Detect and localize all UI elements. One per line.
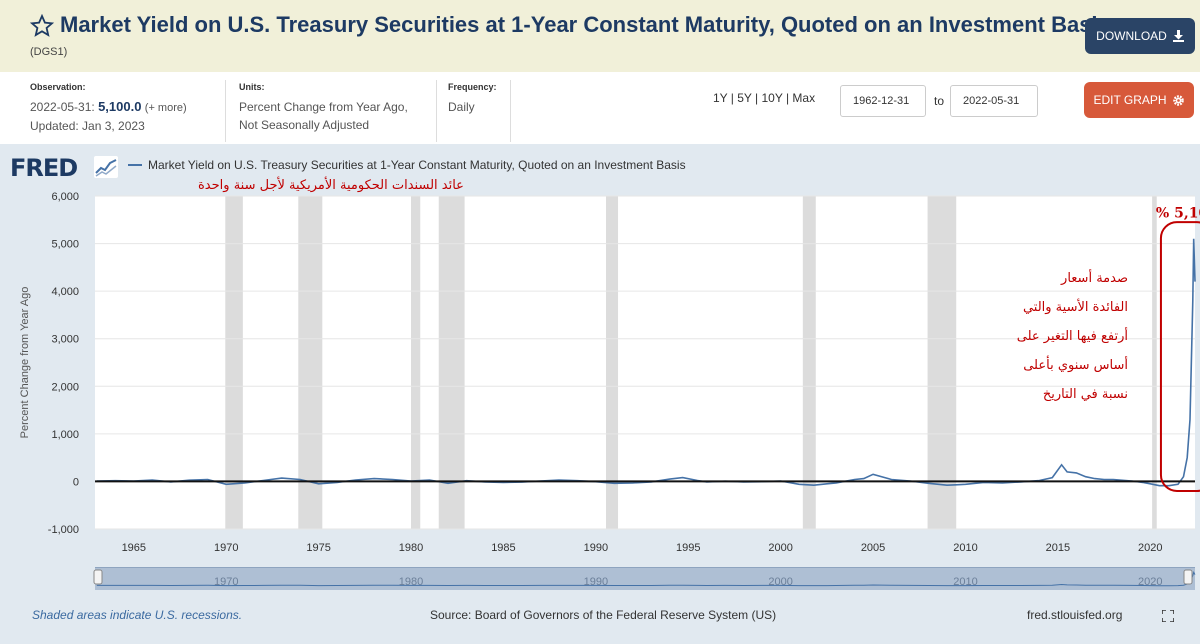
series-meta: Observation: 2022-05-31: 5,100.0 (+ more… <box>0 72 1200 144</box>
star-icon[interactable] <box>30 14 54 38</box>
y-tick-label: 1,000 <box>51 429 79 441</box>
end-date-input[interactable]: 2022-05-31 <box>950 85 1038 117</box>
units-line-1: Percent Change from Year Ago, <box>239 100 408 114</box>
observation-more-link[interactable]: (+ more) <box>144 102 187 114</box>
navigator-border <box>95 567 1195 568</box>
chart-legend: Market Yield on U.S. Treasury Securities… <box>128 158 686 172</box>
arabic-title-annotation: عائد السندات الحكومية الأمريكية لأجل سنة… <box>198 178 464 193</box>
annotation-text-line: أساس سنوي بأعلى <box>1023 355 1128 373</box>
x-tick-label: 2000 <box>768 542 792 554</box>
recession-band <box>298 196 323 529</box>
y-tick-label: 3,000 <box>51 334 79 346</box>
x-tick-label: 1965 <box>122 542 146 554</box>
gear-icon <box>1172 94 1184 106</box>
recession-band <box>438 196 465 529</box>
navigator-label: 2010 <box>953 576 977 588</box>
x-tick-label: 2005 <box>861 542 885 554</box>
navigator-left-handle[interactable] <box>93 569 103 585</box>
divider <box>510 80 511 142</box>
recession-band <box>1152 196 1157 529</box>
frequency-label: Frequency: <box>448 82 497 92</box>
page-title: Market Yield on U.S. Treasury Securities… <box>60 12 1110 37</box>
annotation-text-line: الفائدة الأسية والتي <box>1023 298 1128 315</box>
observation-value-row: 2022-05-31: 5,100.0 (+ more) Updated: Ja… <box>30 98 187 135</box>
start-date-input[interactable]: 1962-12-31 <box>840 85 926 117</box>
frequency-value: Daily <box>448 100 475 114</box>
navigator-label: 1970 <box>214 576 238 588</box>
download-icon <box>1172 30 1184 42</box>
graph-panel: FRED Market Yield on U.S. Treasury Secur… <box>0 144 1200 644</box>
navigator-label: 1990 <box>584 576 608 588</box>
annotation-text-line: أرتفع فيها التغير على <box>1017 327 1128 344</box>
x-tick-label: 1975 <box>306 542 330 554</box>
fullscreen-icon[interactable] <box>1162 610 1174 622</box>
to-label: to <box>934 94 945 108</box>
units-block: Units: Percent Change from Year Ago, Not… <box>239 82 408 134</box>
x-tick-label: 2020 <box>1138 542 1162 554</box>
navigator-label: 2020 <box>1138 576 1162 588</box>
site-link[interactable]: fred.stlouisfed.org <box>1027 608 1123 622</box>
divider <box>225 80 226 142</box>
updated-date: Updated: Jan 3, 2023 <box>30 119 145 133</box>
navigator-label: 1980 <box>399 576 423 588</box>
recession-note: Shaded areas indicate U.S. recessions. <box>32 608 243 622</box>
y-tick-label: -1,000 <box>48 524 79 536</box>
recession-band <box>606 196 619 529</box>
recession-band <box>411 196 421 529</box>
legend-swatch <box>128 164 142 166</box>
x-tick-label: 1970 <box>214 542 238 554</box>
legend-label: Market Yield on U.S. Treasury Securities… <box>148 158 686 172</box>
navigator-series-line <box>96 570 1196 587</box>
y-tick-label: 5,000 <box>51 239 79 251</box>
peak-value-label: % 5,100 <box>1156 205 1200 221</box>
y-tick-label: 2,000 <box>51 381 79 393</box>
line-chart: -1,000 0 1,000 2,000 3,000 4,000 5,000 6,000 196… <box>19 191 1200 590</box>
observation-label: Observation: <box>30 82 86 92</box>
navigator-track <box>95 568 1195 590</box>
recession-band <box>927 196 957 529</box>
x-tick-label: 1980 <box>399 542 423 554</box>
fred-logo-chart-icon <box>94 156 118 178</box>
edit-graph-label: EDIT GRAPH <box>1093 93 1167 107</box>
x-tick-label: 2015 <box>1046 542 1070 554</box>
x-tick-label: 1985 <box>491 542 515 554</box>
units-value: Percent Change from Year Ago, Not Season… <box>239 98 408 134</box>
recession-band <box>225 196 243 529</box>
range-selector[interactable]: 1Y | 5Y | 10Y | Max <box>713 91 816 105</box>
observation-block: Observation: 2022-05-31: 5,100.0 (+ more… <box>30 82 187 135</box>
frequency-block: Frequency: Daily <box>448 82 497 116</box>
x-tick-label: 2010 <box>953 542 977 554</box>
x-tick-label: 1990 <box>584 542 608 554</box>
divider <box>436 80 437 142</box>
y-tick-label: 6,000 <box>51 191 79 203</box>
y-tick-label: 4,000 <box>51 286 79 298</box>
observation-date: 2022-05-31: <box>30 100 95 114</box>
units-line-2: Not Seasonally Adjusted <box>239 118 370 132</box>
recession-band <box>802 196 816 529</box>
y-tick-label: 0 <box>73 476 79 488</box>
navigator-right-handle[interactable] <box>1183 569 1193 585</box>
fred-logo: FRED <box>10 154 78 182</box>
peak-highlight-box <box>1159 221 1200 492</box>
download-button-label: DOWNLOAD <box>1096 29 1167 43</box>
navigator-label: 2000 <box>768 576 792 588</box>
x-tick-label: 1995 <box>676 542 700 554</box>
plot-background <box>95 196 1195 529</box>
units-label: Units: <box>239 82 265 92</box>
y-axis-label: Percent Change from Year Ago <box>19 287 31 439</box>
annotation-text-line: نسبة في التاريخ <box>1043 387 1128 402</box>
download-button[interactable]: DOWNLOAD <box>1085 18 1195 54</box>
annotation-text-line: صدمة أسعار <box>1060 269 1128 286</box>
edit-graph-button[interactable]: EDIT GRAPH <box>1084 82 1194 118</box>
source-note: Source: Board of Governors of the Federa… <box>430 608 777 622</box>
series-id: (DGS1) <box>30 46 68 58</box>
header-band: Market Yield on U.S. Treasury Securities… <box>0 0 1200 72</box>
observation-value: 5,100.0 <box>98 99 142 114</box>
